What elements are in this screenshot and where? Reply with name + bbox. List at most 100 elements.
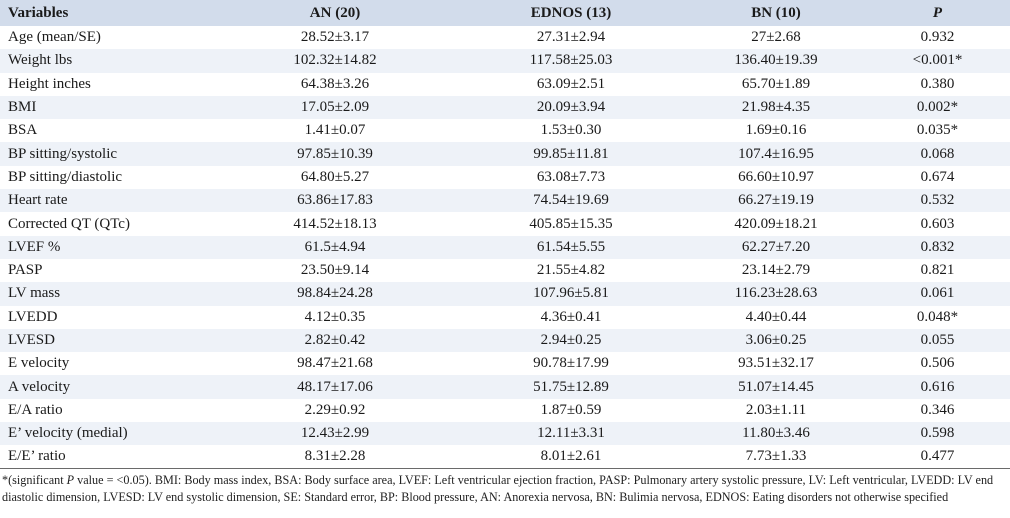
cell-p-value: 0.821 (920, 262, 955, 279)
table-row: BP sitting/diastolic 64.80±5.27 63.08±7.73… (0, 166, 1010, 189)
cell-p-value: 0.061 (920, 285, 955, 302)
cell-p-value: 0.603 (920, 215, 955, 232)
cell-ednos: 61.54±5.55 (536, 238, 606, 255)
cell-variable: BSA (8, 122, 38, 139)
table-row: Age (mean/SE) 28.52±3.17 27.31±2.94 27±2.68… (0, 26, 1010, 49)
cell-ednos: 74.54±19.69 (533, 192, 609, 209)
cell-an: 1.41±0.07 (304, 122, 366, 139)
cell-bn: 420.09±18.21 (734, 215, 818, 232)
header-bn: BN (10) (751, 4, 801, 21)
table-header: Variables AN (20) EDNOS (13) BN (10) P (0, 0, 1010, 26)
cell-variable: E velocity (8, 355, 70, 372)
header-row: Variables AN (20) EDNOS (13) BN (10) P (0, 0, 1010, 26)
cell-bn: 7.73±1.33 (745, 448, 807, 465)
cell-variable: Height inches (8, 75, 91, 92)
header-an: AN (20) (309, 4, 361, 21)
footnote-text: value = <0.05). BMI: Body mass index, BS… (2, 473, 994, 504)
cell-bn: 3.06±0.25 (745, 332, 807, 348)
cell-ednos: 63.09±2.51 (536, 75, 606, 92)
data-table-container: Variables AN (20) EDNOS (13) BN (10) P A… (0, 0, 1010, 469)
header-variables: Variables (8, 4, 69, 21)
cell-ednos: 63.08±7.73 (536, 168, 606, 185)
cell-an: 2.82±0.42 (304, 332, 366, 348)
cell-bn: 93.51±32.17 (738, 355, 814, 372)
cell-ednos: 21.55±4.82 (536, 262, 606, 279)
cell-variable: A velocity (8, 378, 71, 395)
cell-variable: BMI (8, 99, 37, 116)
cell-an: 2.29±0.92 (304, 401, 366, 418)
cell-ednos: 107.96±5.81 (533, 285, 609, 302)
table-row: LVESD 2.82±0.42 2.94±0.25 3.06±0.25 0.055 (0, 328, 1010, 353)
cell-p-value: 0.477 (920, 448, 955, 465)
cell-ednos: 1.87±0.59 (540, 401, 602, 418)
cell-an: 4.12±0.35 (304, 308, 366, 325)
table-row: A velocity 48.17±17.06 51.75±12.89 51.07±14… (0, 375, 1010, 399)
cell-bn: 4.40±0.44 (745, 308, 807, 325)
cell-variable: Corrected QT (QTc) (8, 215, 130, 232)
header-p-value: P (932, 4, 943, 21)
cell-ednos: 4.36±0.41 (540, 308, 602, 325)
cell-variable: E’ velocity (medial) (8, 425, 128, 442)
cell-variable: PASP (8, 262, 43, 279)
table-footnote: *(significant P value = <0.05). BMI: Bod… (2, 472, 1006, 506)
table-row: LVEDD 4.12±0.35 4.36±0.41 4.40±0.44 0.048* (0, 306, 1010, 329)
cell-bn: 66.27±19.19 (738, 192, 814, 209)
cell-ednos: 405.85±15.35 (529, 215, 613, 232)
cell-an: 64.38±3.26 (300, 75, 370, 92)
cell-p-value: 0.674 (920, 168, 955, 185)
table-row: PASP 23.50±9.14 21.55±4.82 23.14±2.79 0.821 (0, 259, 1010, 282)
table-row: BP sitting/systolic 97.85±10.39 99.85±11.8… (0, 142, 1010, 166)
cell-variable: LVEDD (8, 308, 58, 325)
cell-ednos: 51.75±12.89 (533, 378, 609, 395)
cell-bn: 27±2.68 (751, 29, 801, 46)
cell-bn: 2.03±1.11 (745, 401, 807, 418)
cell-variable: LV mass (8, 285, 61, 302)
cell-an: 23.50±9.14 (300, 262, 370, 279)
cell-an: 414.52±18.13 (293, 215, 377, 232)
table-row: Corrected QT (QTc) 414.52±18.13 405.85±15.… (0, 212, 1010, 235)
cell-variable: Age (mean/SE) (8, 29, 101, 46)
cell-an: 102.32±14.82 (293, 52, 377, 69)
cell-bn: 116.23±28.63 (734, 285, 818, 302)
data-table: Variables AN (20) EDNOS (13) BN (10) P A… (0, 0, 1010, 469)
cell-ednos: 12.11±3.31 (537, 425, 605, 442)
cell-p-value: 0.048* (916, 308, 959, 325)
cell-an: 28.52±3.17 (300, 29, 370, 46)
cell-ednos: 117.58±25.03 (529, 52, 613, 69)
cell-p-value: 0.532 (920, 192, 955, 209)
cell-variable: Heart rate (8, 192, 68, 209)
cell-p-value: 0.932 (920, 29, 955, 46)
cell-bn: 136.40±19.39 (734, 52, 818, 69)
footnote-p-italic: P (66, 473, 75, 487)
cell-bn: 23.14±2.79 (741, 262, 811, 279)
table-row: Heart rate 63.86±17.83 74.54±19.69 66.27±19… (0, 189, 1010, 213)
cell-an: 97.85±10.39 (297, 145, 373, 162)
cell-ednos: 2.94±0.25 (540, 332, 602, 348)
cell-p-value: 0.380 (920, 75, 955, 92)
table-row: BSA 1.41±0.07 1.53±0.30 1.69±0.16 0.035* (0, 119, 1010, 142)
cell-variable: E/A ratio (8, 401, 63, 418)
cell-ednos: 99.85±11.81 (533, 145, 609, 162)
table-row: E/A ratio 2.29±0.92 1.87±0.59 2.03±1.11 0.34… (0, 399, 1010, 422)
cell-variable: LVEF % (8, 238, 61, 255)
cell-ednos: 90.78±17.99 (533, 355, 609, 372)
cell-bn: 65.70±1.89 (741, 75, 811, 92)
cell-bn: 51.07±14.45 (738, 378, 814, 395)
cell-bn: 107.4±16.95 (738, 145, 814, 162)
cell-an: 63.86±17.83 (297, 192, 373, 209)
table-row: E’ velocity (medial) 12.43±2.99 12.11±3.31… (0, 422, 1010, 446)
cell-p-value: 0.055 (920, 332, 955, 348)
table-row: Weight lbs 102.32±14.82 117.58±25.03 136.40… (0, 49, 1010, 73)
table-row: E velocity 98.47±21.68 90.78±17.99 93.51±32… (0, 352, 1010, 375)
table-row: BMI 17.05±2.09 20.09±3.94 21.98±4.35 0.002* (0, 95, 1010, 120)
cell-ednos: 1.53±0.30 (540, 122, 602, 139)
cell-an: 12.43±2.99 (300, 425, 370, 442)
table-row: E/E’ ratio 8.31±2.28 8.01±2.61 7.73±1.33 0.4… (0, 445, 1010, 469)
table-row: Height inches 64.38±3.26 63.09±2.51 65.70±1… (0, 73, 1010, 96)
cell-p-value: 0.832 (920, 238, 955, 255)
cell-variable: LVESD (8, 332, 55, 348)
cell-p-value: 0.598 (920, 425, 955, 442)
header-ednos: EDNOS (13) (530, 4, 612, 21)
cell-p-value: 0.035* (916, 122, 959, 139)
cell-an: 98.84±24.28 (297, 285, 373, 302)
